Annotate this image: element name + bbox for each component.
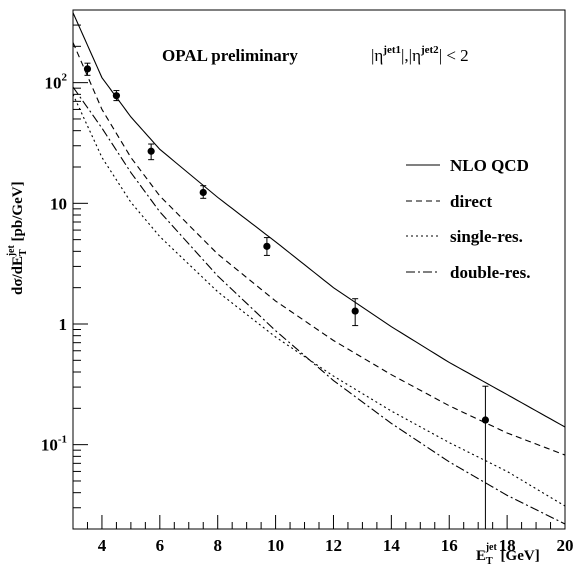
x-tick-label: 6 bbox=[156, 536, 165, 555]
data-point bbox=[481, 416, 490, 424]
cut-label-part: | < 2 bbox=[439, 46, 469, 65]
series-line bbox=[72, 12, 566, 428]
legend-label: double-res. bbox=[450, 263, 530, 282]
y-tick-label-base: 10 bbox=[41, 436, 58, 455]
data-point bbox=[112, 92, 121, 100]
x-tick-label: 20 bbox=[557, 536, 574, 555]
series-line bbox=[72, 86, 566, 525]
x-tick-label: 10 bbox=[267, 536, 284, 555]
x-axis-label-sub: T bbox=[486, 556, 493, 565]
data-point bbox=[351, 307, 359, 315]
cut-label: |ηjet1|,|ηjet2| < 2 bbox=[371, 44, 469, 65]
cut-label-sup: jet2 bbox=[420, 44, 439, 56]
cut-label-part: |η bbox=[371, 46, 383, 65]
data-point bbox=[263, 242, 271, 250]
legend-label: single-res. bbox=[450, 227, 523, 246]
legend-label: NLO QCD bbox=[450, 156, 529, 175]
y-tick-label: 10 bbox=[50, 194, 67, 213]
data-point bbox=[199, 188, 207, 197]
series-line bbox=[72, 42, 566, 456]
y-tick-label: 1 bbox=[59, 315, 68, 334]
y-axis-label: dσ/dETjet [pb/GeV] bbox=[6, 181, 29, 295]
legend: NLO QCD direct single-res. double-res. bbox=[406, 156, 530, 282]
x-tick-label: 16 bbox=[441, 536, 458, 555]
y-tick-label-base: 1 bbox=[59, 315, 68, 334]
cut-label-part: |,|η bbox=[401, 46, 421, 65]
axis-ticks bbox=[72, 9, 566, 530]
x-tick-label: 12 bbox=[325, 536, 342, 555]
x-tick-label: 8 bbox=[213, 536, 222, 555]
y-tick-label-exp: -1 bbox=[58, 434, 67, 446]
x-tick-label: 4 bbox=[98, 536, 107, 555]
x-axis-label-part: E bbox=[476, 548, 486, 564]
chart-title: OPAL preliminary bbox=[162, 46, 298, 65]
y-axis-label-sub: T bbox=[18, 249, 29, 256]
y-tick-label-base: 10 bbox=[50, 194, 67, 213]
y-axis-label-part: [pb/GeV] bbox=[10, 181, 26, 245]
data-point bbox=[83, 65, 92, 73]
cut-label-sup: jet1 bbox=[382, 44, 401, 56]
x-axis-label-part: [GeV] bbox=[497, 548, 540, 564]
series-line bbox=[72, 94, 566, 507]
data-points bbox=[83, 62, 490, 529]
y-axis-label-sup: jet bbox=[6, 245, 17, 258]
curves bbox=[72, 12, 566, 525]
x-axis-label: ETjet [GeV] bbox=[476, 542, 540, 565]
data-point bbox=[147, 147, 155, 155]
y-tick-label-exp: 2 bbox=[62, 72, 68, 84]
x-tick-label: 18 bbox=[499, 536, 516, 555]
legend-label: direct bbox=[450, 192, 493, 211]
y-tick-label: 102 bbox=[45, 72, 68, 93]
y-tick-label: 10-1 bbox=[41, 434, 67, 455]
y-axis-label-part: dσ/dE bbox=[10, 256, 26, 295]
y-tick-label-base: 10 bbox=[45, 74, 62, 93]
x-tick-label: 14 bbox=[383, 536, 401, 555]
x-axis-label-sup: jet bbox=[485, 542, 498, 553]
